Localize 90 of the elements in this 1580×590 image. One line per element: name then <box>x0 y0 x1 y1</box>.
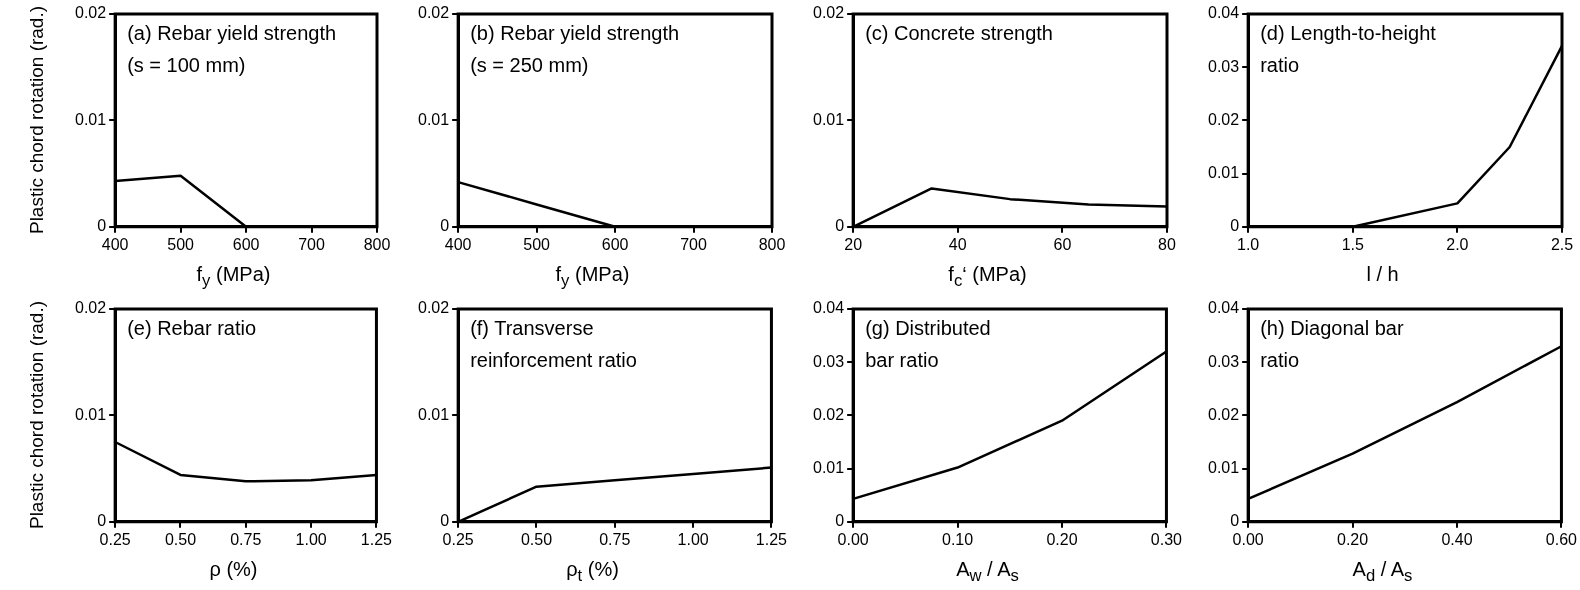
x-tick-label: 500 <box>167 235 195 253</box>
y-tick-label: 0.02 <box>1208 110 1240 128</box>
y-tick-label: 0.01 <box>1208 459 1240 477</box>
x-tick-label: 2.0 <box>1446 235 1469 253</box>
y-tick-label: 0.03 <box>1208 352 1240 370</box>
annotation: ratio <box>1260 348 1300 371</box>
y-tick-label: 0.01 <box>75 405 107 423</box>
y-tick-label: 0 <box>1230 512 1240 530</box>
y-tick-label: 0.02 <box>75 299 107 317</box>
x-tick-label: 40 <box>948 235 967 253</box>
annotation: (h) Diagonal bar <box>1260 316 1404 339</box>
x-axis-title: ρ (%) <box>208 557 259 582</box>
y-tick-label: 0 <box>440 217 450 235</box>
y-tick-label: 0 <box>835 217 845 235</box>
y-tick-label: 0.02 <box>813 4 845 22</box>
x-axis-title: f$_{y}$ (MPa) <box>195 262 272 290</box>
y-tick-label: 0.01 <box>418 405 450 423</box>
y-tick-label: 0.01 <box>813 459 845 477</box>
x-tick-label: 600 <box>232 235 260 253</box>
x-axis-title: l / h <box>1365 262 1400 287</box>
x-tick-label: 2.5 <box>1550 235 1574 253</box>
x-tick-label: 0.00 <box>1232 530 1264 548</box>
x-tick-label: 0.20 <box>1337 530 1369 548</box>
x-tick-label: 0.25 <box>99 530 131 548</box>
y-tick-label: 0.02 <box>1208 405 1240 423</box>
x-tick-label: 400 <box>444 235 472 253</box>
annotation: (a) Rebar yield strength <box>127 21 337 44</box>
y-tick-label: 0.03 <box>1208 57 1240 75</box>
x-tick-label: 0.00 <box>837 530 869 548</box>
x-tick-label: 800 <box>363 235 391 253</box>
x-tick-label: 80 <box>1158 235 1176 253</box>
x-axis-title: A$_{d}$ / A$_{s}$ <box>1351 557 1414 585</box>
annotation: (d) Length-to-height <box>1260 21 1437 44</box>
y-tick-label: 0.01 <box>75 110 107 128</box>
x-tick-label: 0.30 <box>1150 530 1183 548</box>
x-tick-label: 700 <box>680 235 707 253</box>
annotation: reinforcement ratio <box>470 348 637 371</box>
x-tick-label: 0.75 <box>230 530 262 548</box>
x-tick-label: 1.25 <box>360 530 393 548</box>
x-tick-label: 800 <box>758 235 786 253</box>
y-tick-label: 0.04 <box>813 299 845 317</box>
x-axis-title: f$_{y}$ (MPa) <box>554 262 631 290</box>
x-tick-label: 0.50 <box>520 530 553 548</box>
x-tick-label: 0.25 <box>442 530 474 548</box>
x-tick-label: 20 <box>844 235 863 253</box>
x-tick-label: 0.75 <box>599 530 631 548</box>
y-tick-label: 0 <box>97 512 107 530</box>
x-tick-label: 0.20 <box>1046 530 1078 548</box>
y-tick-label: 0 <box>97 217 107 235</box>
x-tick-label: 0.50 <box>164 530 197 548</box>
y-tick-label: 0.02 <box>813 405 845 423</box>
annotation: (s = 100 mm) <box>127 53 246 76</box>
x-tick-label: 1.25 <box>755 530 788 548</box>
annotation: ratio <box>1260 53 1300 76</box>
x-tick-label: 600 <box>601 235 629 253</box>
x-tick-label: 1.00 <box>295 530 327 548</box>
x-tick-label: 400 <box>101 235 129 253</box>
y-tick-label: 0 <box>835 512 845 530</box>
y-tick-label: 0.04 <box>1208 299 1240 317</box>
x-tick-label: 60 <box>1053 235 1072 253</box>
x-axis-title: A$_{w}$ / A$_{s}$ <box>955 557 1020 585</box>
annotation: (g) Distributed <box>865 316 991 339</box>
annotation: bar ratio <box>865 348 939 371</box>
y-axis-title: Plastic chord rotation (rad.) <box>24 300 48 530</box>
y-tick-label: 0 <box>440 512 450 530</box>
x-tick-label: 1.0 <box>1237 235 1260 253</box>
x-tick-label: 0.60 <box>1545 530 1578 548</box>
y-tick-label: 0.01 <box>1208 164 1240 182</box>
x-axis-title: f$_{c}$‘ (MPa) <box>947 262 1028 290</box>
x-axis-title: ρ$_{t}$ (%) <box>565 557 620 585</box>
x-tick-label: 1.5 <box>1341 235 1364 253</box>
annotation: (c) Concrete strength <box>865 21 1053 44</box>
annotation: (b) Rebar yield strength <box>470 21 680 44</box>
y-tick-label: 0.04 <box>1208 4 1240 22</box>
x-tick-label: 0.40 <box>1441 530 1473 548</box>
y-tick-label: 0.01 <box>813 110 845 128</box>
x-tick-label: 700 <box>298 235 325 253</box>
annotation: (f) Transverse <box>470 316 594 339</box>
y-tick-label: 0.02 <box>418 299 450 317</box>
y-tick-label: 0.03 <box>813 352 845 370</box>
x-tick-label: 500 <box>523 235 551 253</box>
y-tick-label: 0.02 <box>75 4 107 22</box>
y-tick-label: 0.02 <box>418 4 450 22</box>
y-tick-label: 0 <box>1230 217 1240 235</box>
annotation: (e) Rebar ratio <box>127 316 257 339</box>
y-tick-label: 0.01 <box>418 110 450 128</box>
x-tick-label: 0.10 <box>942 530 974 548</box>
annotation: (s = 250 mm) <box>470 53 589 76</box>
x-tick-label: 1.00 <box>677 530 709 548</box>
y-axis-title: Plastic chord rotation (rad.) <box>24 5 48 235</box>
